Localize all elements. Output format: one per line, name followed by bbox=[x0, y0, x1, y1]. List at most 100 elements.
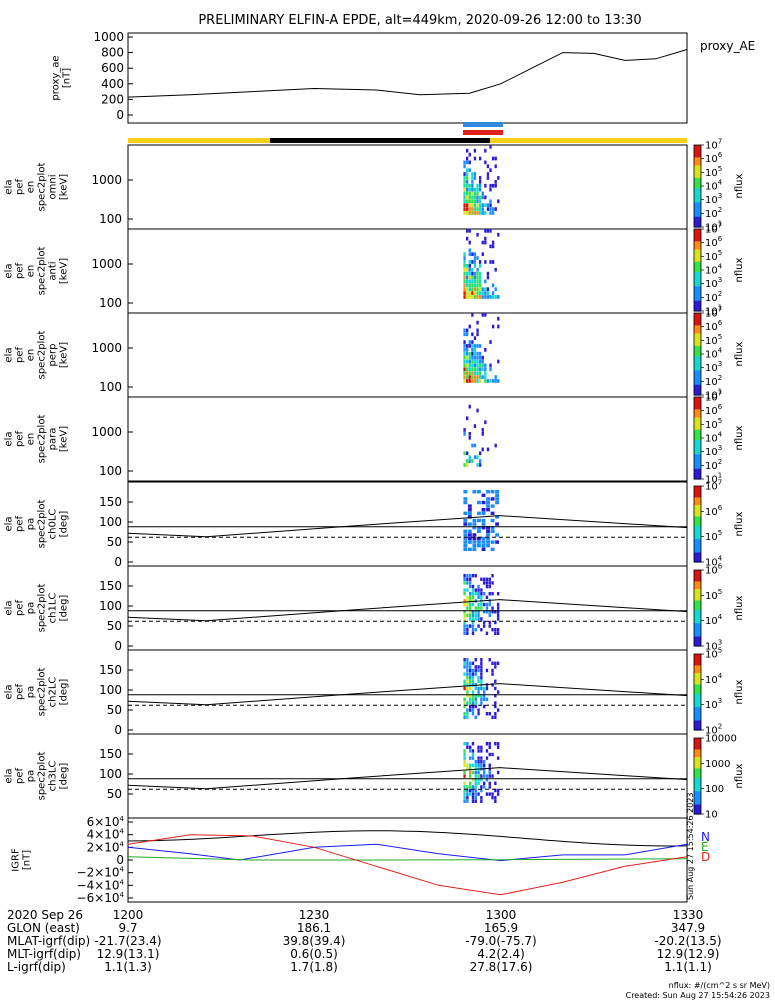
pitch-angle-cell bbox=[491, 610, 494, 614]
colorbar-cell bbox=[694, 462, 701, 466]
colorbar-cell bbox=[694, 435, 701, 439]
colorbar-cell bbox=[694, 374, 701, 378]
pitch-angle-cell bbox=[468, 676, 472, 680]
pitch-angle-cell bbox=[463, 774, 466, 778]
ylabel-line: spec2plot bbox=[37, 668, 48, 717]
colorbar-cell bbox=[694, 327, 701, 330]
colorbar-cell bbox=[694, 454, 701, 458]
spectrogram-cell bbox=[491, 291, 495, 295]
pitch-angle-cell bbox=[468, 770, 472, 775]
pitch-angle-cell bbox=[463, 497, 468, 501]
colorbar-cell bbox=[694, 579, 701, 582]
pitch-angle-cell bbox=[466, 745, 469, 750]
pitch-angle-cell bbox=[494, 628, 497, 632]
pitch-angle-cell bbox=[474, 704, 477, 709]
pitch-angle-cell bbox=[471, 584, 475, 589]
colorbar-cell bbox=[694, 632, 701, 636]
pitch-angle-cell bbox=[467, 515, 472, 519]
colorbar-cell bbox=[694, 165, 701, 169]
pitch-angle-cell bbox=[495, 540, 500, 544]
footer-row-label: MLAT-igrf(dip) bbox=[7, 934, 90, 948]
pitch-angle-cell bbox=[468, 624, 472, 628]
total-field-line bbox=[127, 830, 688, 847]
pitch-angle-cell bbox=[490, 504, 495, 508]
spectrogram-cell bbox=[471, 183, 474, 188]
colorbar-tick-label: 101 bbox=[705, 472, 722, 486]
pitch-angle-cell bbox=[491, 574, 494, 578]
colorbar-cell bbox=[694, 667, 701, 670]
colorbar-cell bbox=[694, 535, 701, 538]
pitch-angle-cell bbox=[477, 540, 481, 544]
spectrogram-cell bbox=[473, 359, 477, 364]
colorbar-cell bbox=[694, 470, 701, 474]
colorbar-cell bbox=[694, 751, 701, 754]
pitch-angle-cell bbox=[466, 676, 469, 680]
spectrogram-cell bbox=[478, 195, 482, 200]
spectrogram-cell bbox=[465, 191, 469, 196]
spectrogram-cell bbox=[478, 459, 482, 463]
spectrogram-cell bbox=[471, 260, 474, 264]
pitch-angle-cell bbox=[485, 778, 489, 782]
spectrogram-cell bbox=[476, 463, 479, 467]
pitch-angle-cell bbox=[496, 661, 500, 666]
pitch-angle-cell bbox=[474, 628, 477, 632]
pitch-angle-cell bbox=[468, 577, 472, 582]
pitch-angle-cell bbox=[468, 668, 472, 673]
pitch-angle-cell bbox=[463, 661, 466, 666]
pitch-angle-cell bbox=[463, 712, 466, 716]
spectrogram-cell bbox=[468, 435, 471, 440]
colorbar-title: nflux bbox=[734, 679, 745, 704]
colorbar-cell bbox=[694, 621, 701, 624]
spectrogram-cell bbox=[471, 199, 474, 204]
ytick-label: 50 bbox=[107, 787, 122, 801]
pitch-angle-cell bbox=[463, 511, 468, 516]
colorbar-cell bbox=[694, 378, 701, 382]
footer-value: 39.8(39.4) bbox=[283, 934, 346, 948]
colorbar-cell bbox=[694, 749, 701, 752]
ytick-label: 150 bbox=[99, 495, 122, 509]
pitch-angle-cell bbox=[488, 602, 491, 607]
spectrogram-cell bbox=[494, 379, 497, 383]
spectrogram-cell bbox=[473, 287, 477, 292]
spectrogram-cell bbox=[468, 283, 471, 288]
colorbar-cell bbox=[694, 313, 701, 316]
colorbar-cell bbox=[694, 688, 701, 691]
spectrogram-cell bbox=[468, 379, 471, 383]
pitch-angle-cell bbox=[467, 536, 472, 541]
pitch-angle-cell bbox=[466, 628, 469, 632]
colorbar-tick-label: 101 bbox=[705, 388, 722, 402]
colorbar-cell bbox=[694, 167, 701, 171]
pitch-angle-cell bbox=[463, 536, 468, 541]
colorbar-cell bbox=[694, 231, 701, 234]
colorbar-tick-label: 103 bbox=[705, 360, 722, 374]
pitch-angle-cell bbox=[496, 610, 500, 614]
colorbar-cell bbox=[694, 486, 701, 489]
spectrogram-cell bbox=[478, 279, 482, 284]
footer-value: -20.2(13.5) bbox=[654, 934, 721, 948]
spectrogram-cell bbox=[497, 199, 500, 204]
pitch-angle-cell bbox=[463, 624, 466, 628]
spectrogram-cell bbox=[463, 328, 466, 333]
colorbar-cell bbox=[694, 552, 701, 555]
spectrogram-cell bbox=[463, 340, 466, 344]
colorbar-cell bbox=[694, 325, 701, 328]
ylabel-line: pef bbox=[15, 684, 26, 701]
ylabel-line: en bbox=[26, 265, 37, 278]
spectrogram-cell bbox=[481, 252, 484, 257]
pitch-angle-cell bbox=[481, 536, 486, 541]
pitch-angle-cell bbox=[480, 694, 483, 698]
spectrogram-cell bbox=[473, 367, 477, 372]
colorbar-cell bbox=[694, 284, 701, 287]
spectrogram-cell bbox=[481, 295, 484, 299]
pitch-angle-cell bbox=[485, 595, 489, 600]
colorbar-tick-label: 105 bbox=[705, 165, 722, 179]
spectrogram-cell bbox=[473, 275, 477, 280]
spectrogram-cell bbox=[478, 156, 482, 161]
colorbar-cell bbox=[694, 615, 701, 619]
spectrogram-cell bbox=[476, 232, 479, 237]
pitch-angle-cell bbox=[474, 697, 477, 702]
pitch-angle-cell bbox=[485, 606, 489, 610]
colorbar-cell bbox=[694, 405, 701, 408]
colorbar-cell bbox=[694, 407, 701, 410]
